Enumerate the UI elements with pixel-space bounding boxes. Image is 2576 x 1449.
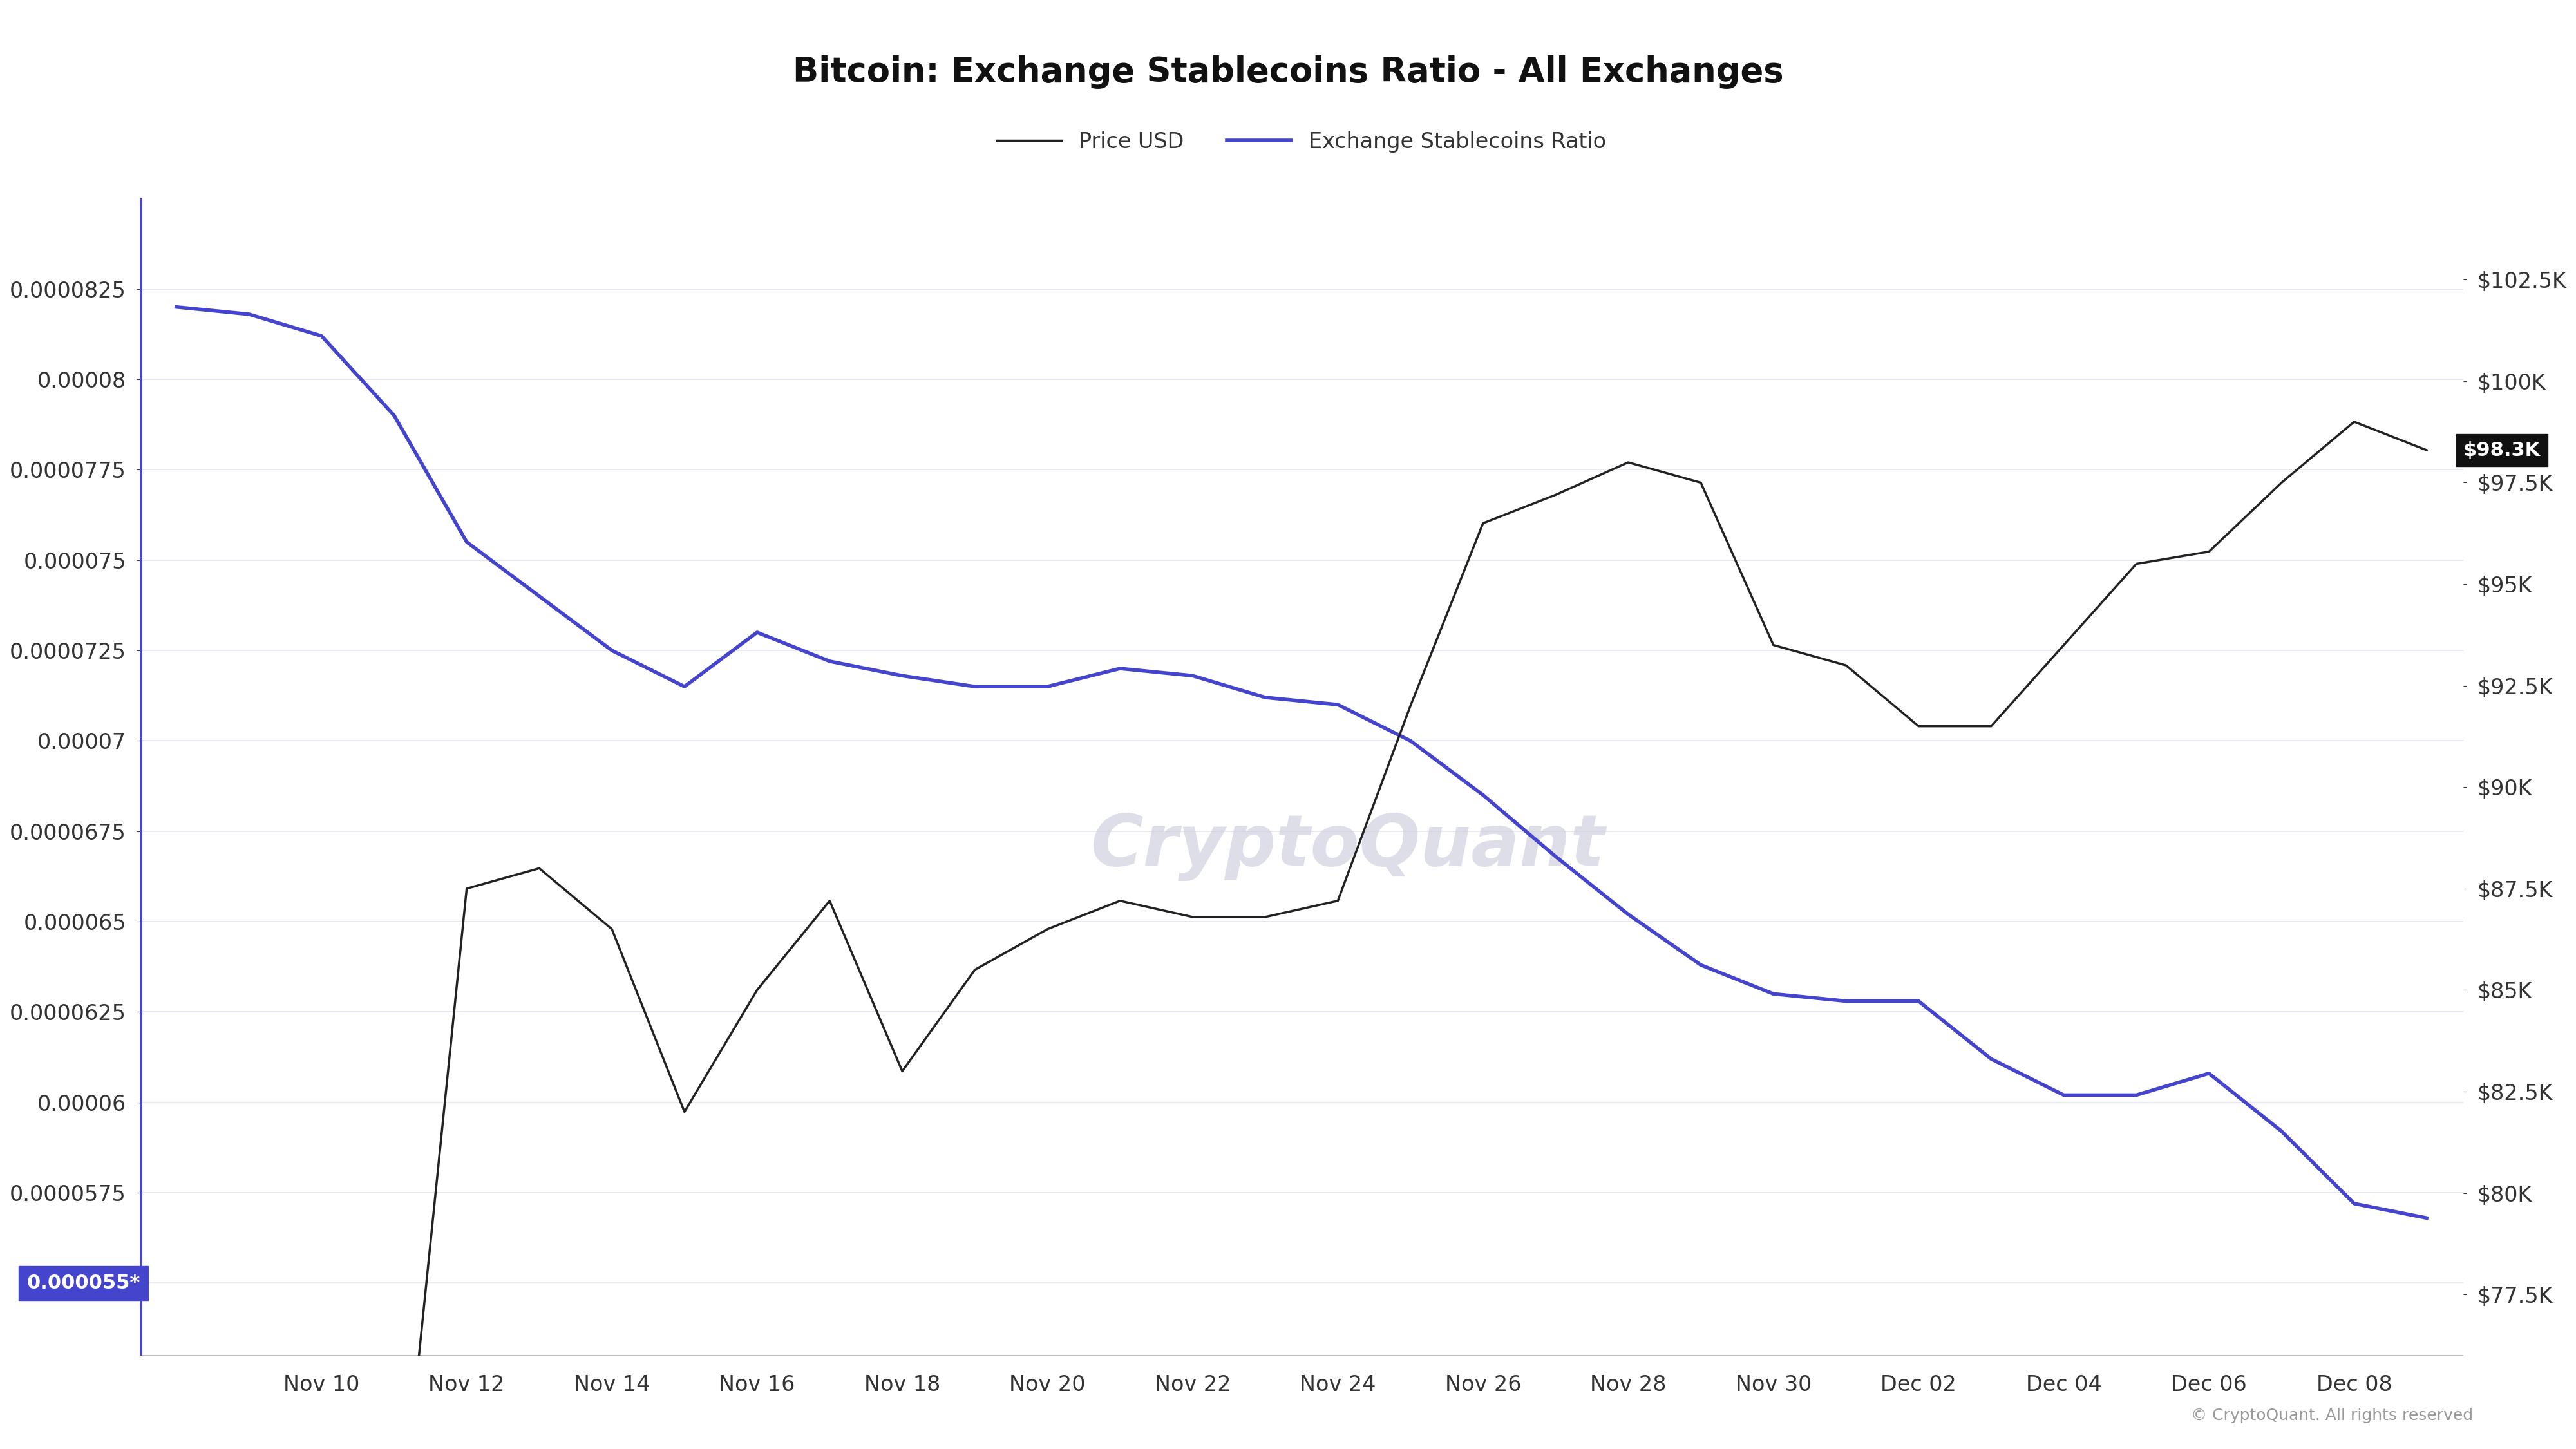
Text: CryptoQuant: CryptoQuant: [1090, 811, 1605, 881]
Text: $98.3K: $98.3K: [2463, 440, 2540, 459]
Legend: Price USD, Exchange Stablecoins Ratio: Price USD, Exchange Stablecoins Ratio: [989, 123, 1615, 161]
Text: Bitcoin: Exchange Stablecoins Ratio - All Exchanges: Bitcoin: Exchange Stablecoins Ratio - Al…: [793, 55, 1783, 88]
Text: © CryptoQuant. All rights reserved: © CryptoQuant. All rights reserved: [2190, 1407, 2473, 1423]
Text: 0.000055*: 0.000055*: [26, 1274, 139, 1293]
